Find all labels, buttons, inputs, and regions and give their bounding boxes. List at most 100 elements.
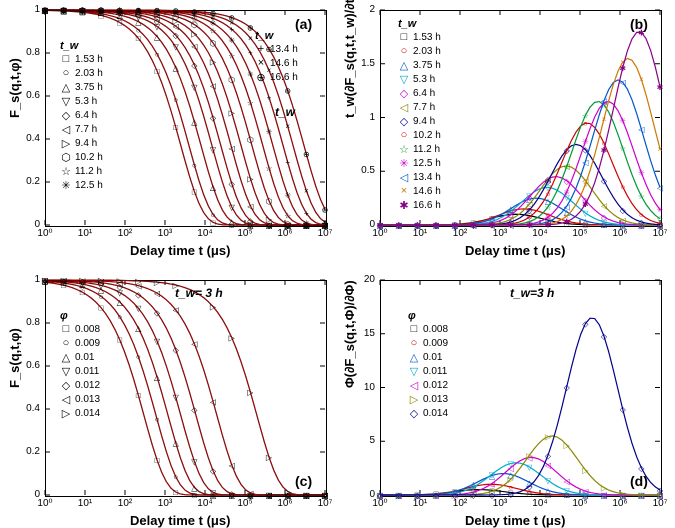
legend-text: 10.2 h [75,152,103,163]
legend-item: ▽0.011 [408,364,448,378]
tick-label: 10⁴ [532,498,547,509]
legend-text: 12.5 h [413,158,441,169]
tick-label: 1 [34,274,40,285]
tick-label: 15 [364,328,375,339]
legend-text: 6.4 h [413,88,435,99]
legend-item: ○0.009 [60,336,100,350]
tick-label: 1 [34,4,40,15]
legend-text: 0.012 [75,380,100,391]
tick-label: 10⁷ [318,228,333,239]
xlabel-d: Delay time t (μs) [465,513,565,528]
legend-text: 10.2 h [413,130,441,141]
legend-item: △0.01 [408,350,448,364]
legend-item: ○10.2 h [398,128,441,142]
legend-item: ▷0.014 [60,406,100,420]
tick-label: 10⁷ [653,228,668,239]
legend-item: ○2.03 h [60,66,103,80]
tick-label: 2 [369,4,375,15]
legend-text: 1.53 h [75,54,103,65]
legend-text: 1.53 h [413,32,441,43]
tick-label: 10⁵ [237,228,252,239]
legend-text: 12.5 h [75,180,103,191]
legend-text: 11.2 h [413,144,440,155]
legend-text: 0.009 [75,338,100,349]
legend-item: ✱16.6 h [398,198,441,212]
figure: □□□□□□□□□□□□□□□□○○○○○○○○○○○○○○○○△△△△△△△△… [0,0,675,519]
legend-item: ◁13.4 h [398,170,441,184]
legend-item: ◁7.7 h [398,100,441,114]
tick-label: 0.6 [26,360,40,371]
tick-label: 0.4 [26,403,40,414]
tick-label: 10⁰ [37,228,52,239]
xlabel-b: Delay time t (μs) [465,243,565,258]
tick-label: 1 [369,112,375,123]
legend-title: φ [60,310,100,322]
legend-text: 7.7 h [75,124,97,135]
tick-label: 10 [364,382,375,393]
ylabel-d: Φ(∂F_s(q,t,Φ)/∂Φ) [342,280,357,388]
legend-item: ◇6.4 h [398,86,441,100]
legend-item: ◇0.012 [60,378,100,392]
legend-item: ×14.6 h [398,184,441,198]
legend-text: 14.6 h [413,186,441,197]
legend-text: 14.6 h [270,58,298,69]
legend-item: □1.53 h [60,52,103,66]
legend-title: t_w [255,30,298,42]
tick-label: 10⁶ [612,228,627,239]
legend-item: ◇0.014 [408,406,448,420]
legend-text: 9.4 h [75,138,97,149]
legend-text: 0.013 [75,394,100,405]
legend-text: 0.008 [75,324,100,335]
xlabel-c: Delay time t (μs) [130,513,230,528]
legend-text: 0.01 [423,352,442,363]
legend-d: φ□0.008○0.009△0.01▽0.011◁0.012▷0.013◇0.0… [408,310,448,420]
xlabel-a: Delay time t (μs) [130,243,230,258]
legend-item: ☆11.2 h [60,164,103,178]
tick-label: 10⁶ [277,228,292,239]
legend-item: ◁7.7 h [60,122,103,136]
tick-label: 10² [453,228,467,239]
legend-item: ✳12.5 h [398,156,441,170]
legend-text: 5.3 h [413,74,435,85]
legend-text: 0.009 [423,338,448,349]
legend-b: t_w□1.53 h○2.03 h△3.75 h▽5.3 h◇6.4 h◁7.7… [398,18,441,212]
legend-item: □0.008 [408,322,448,336]
legend-item: △3.75 h [398,58,441,72]
panel-label-c: (c) [295,473,312,489]
legend-item: ◇9.4 h [398,114,441,128]
legend-text: 16.6 h [270,72,298,83]
ylabel-b: t_w(∂F_s(q,t,t_w)/∂t_w) [342,0,357,118]
tick-label: 10⁴ [197,228,212,239]
tick-label: 10⁵ [572,228,587,239]
tick-label: 10⁰ [372,498,387,509]
legend-item: ✳12.5 h [60,178,103,192]
legend-title: t_w [60,40,103,52]
tick-label: 10⁴ [197,498,212,509]
tick-label: 10⁰ [37,498,52,509]
tick-label: 10³ [158,498,172,509]
legend-text: 0.014 [75,408,100,419]
legend-text: 13.4 h [413,172,441,183]
tick-label: 5 [369,435,375,446]
tick-label: 10⁵ [572,498,587,509]
legend-item: ▽5.3 h [398,72,441,86]
tick-label: 10⁶ [277,498,292,509]
legend-title: φ [408,310,448,322]
legend-item: ▽0.011 [60,364,100,378]
tick-label: 10⁶ [612,498,627,509]
legend-item: △3.75 h [60,80,103,94]
legend-text: 11.2 h [75,166,102,177]
tick-label: 10² [118,498,132,509]
tick-label: 10² [118,228,132,239]
legend-text: 2.03 h [75,68,103,79]
legend-text: 6.4 h [75,110,97,121]
annotation-c: t_w= 3 h [175,286,223,300]
tick-label: 10¹ [78,498,92,509]
tick-label: 0.8 [26,47,40,58]
ylabel-a: F_s(q,t,φ) [7,58,22,118]
ylabel-c: F_s(q,t,φ) [7,328,22,388]
legend-a2: t_w+13.4 h×14.6 h⊕16.6 h [255,30,298,84]
tick-label: 0.5 [361,165,375,176]
legend-title: t_w [398,18,441,30]
tick-label: 10¹ [413,498,427,509]
